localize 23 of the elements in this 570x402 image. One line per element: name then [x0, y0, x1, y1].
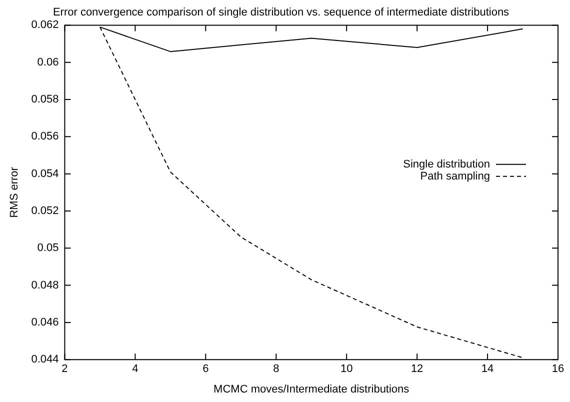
y-tick-label: 0.062	[31, 19, 59, 32]
legend-label: Path sampling	[420, 170, 490, 182]
y-tick-label: 0.06	[37, 56, 59, 68]
x-tick-label: 6	[202, 363, 209, 376]
x-tick-label: 10	[340, 363, 353, 376]
x-tick-label: 12	[410, 363, 424, 376]
x-tick-label: 8	[273, 363, 280, 376]
x-tick-label: 14	[481, 363, 494, 376]
chart-title: Error convergence comparison of single distribution vs. sequence of intermediate distributions	[52, 6, 510, 19]
y-tick-label: 0.052	[31, 205, 59, 218]
x-axis-title: MCMC moves/Intermediate distributions	[214, 383, 410, 396]
y-tick-label: 0.048	[31, 279, 59, 292]
y-tick-label: 0.058	[31, 94, 59, 106]
x-tick-label: 4	[132, 363, 138, 376]
x-tick-label: 16	[552, 363, 564, 376]
y-tick-label: 0.056	[31, 130, 59, 143]
x-tick-label: 2	[62, 363, 68, 376]
y-tick-label: 0.046	[31, 316, 59, 328]
y-tick-label: 0.044	[31, 354, 59, 366]
y-axis-title: RMS error	[8, 166, 21, 218]
legend-label: Single distribution	[403, 158, 490, 170]
y-tick-label: 0.05	[37, 242, 59, 254]
y-tick-label: 0.054	[31, 168, 59, 180]
